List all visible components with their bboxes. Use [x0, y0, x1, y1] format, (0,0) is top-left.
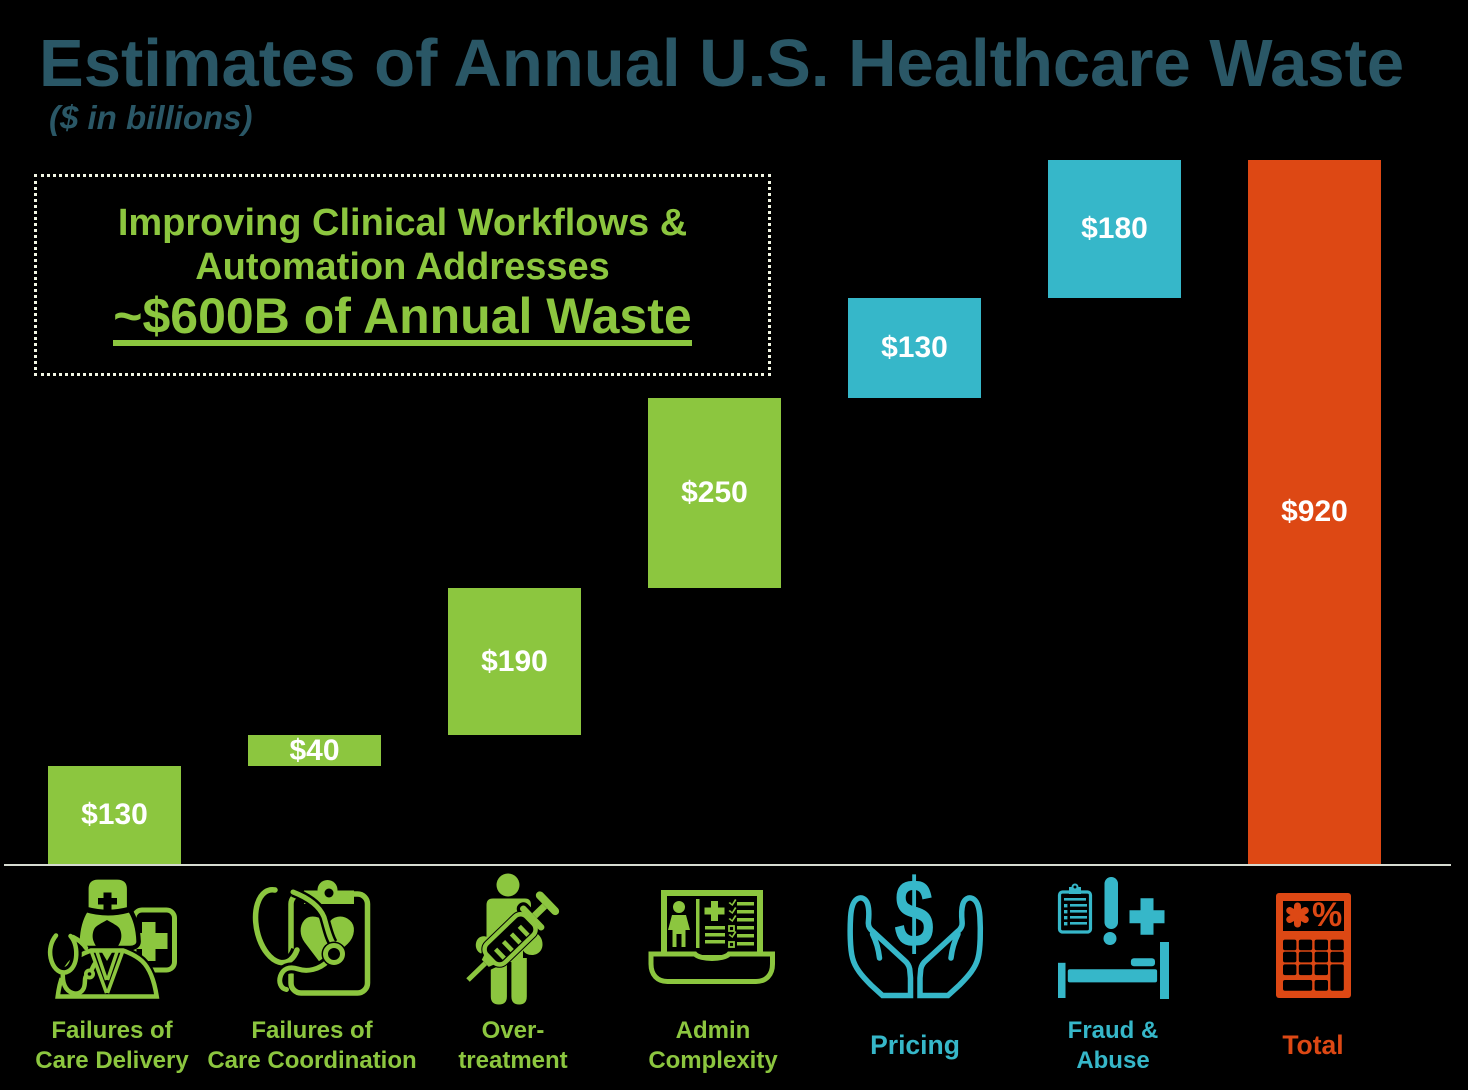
svg-text:$: $: [894, 861, 934, 969]
svg-text:%: %: [1312, 896, 1342, 934]
